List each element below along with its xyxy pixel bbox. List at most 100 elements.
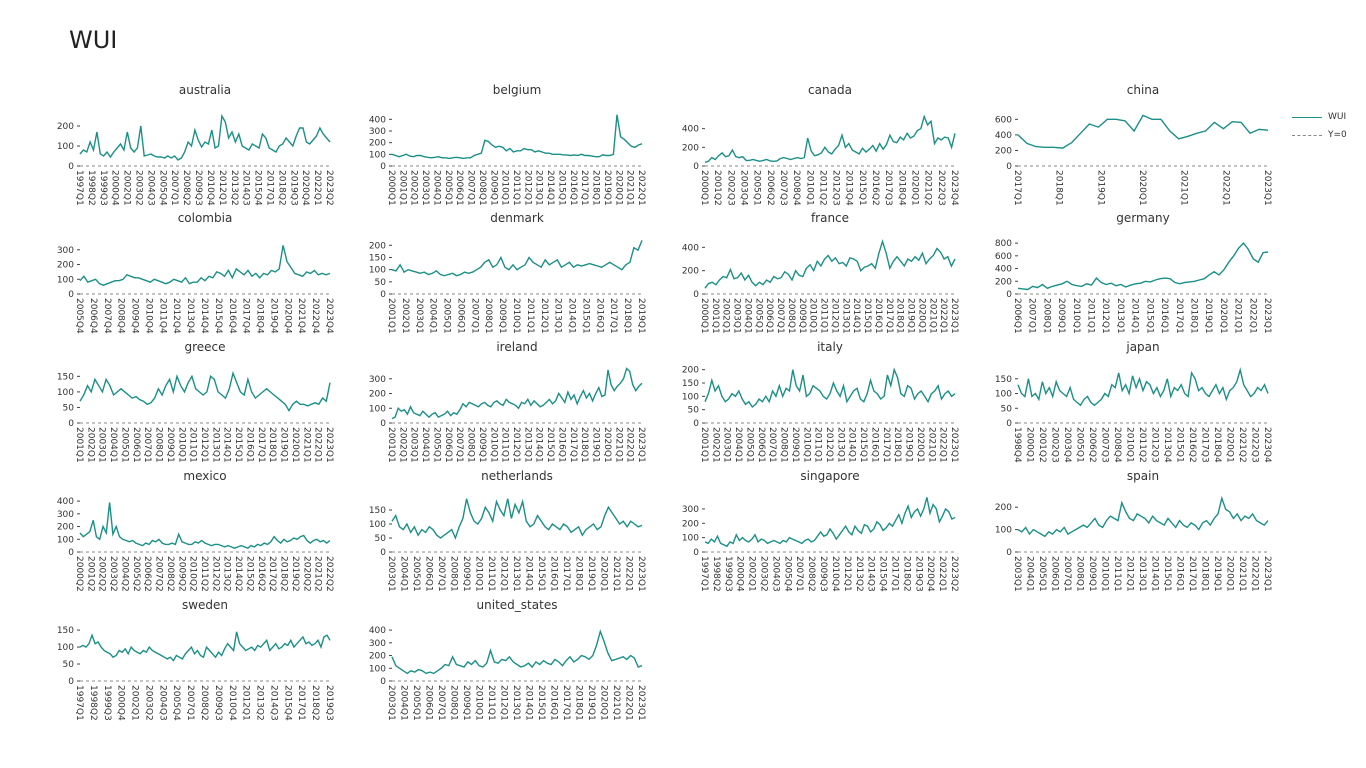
series-line-wui: [1017, 242, 1269, 291]
x-tick-label: 2015Q1: [862, 298, 872, 334]
x-tick-label: 2020Q4: [282, 298, 292, 334]
y-tick-label: 50: [375, 534, 387, 544]
x-tick-label: 2021Q1: [301, 427, 311, 463]
x-tick-label: 2011Q1: [500, 427, 510, 463]
x-tick-label: 2000Q1: [1025, 427, 1035, 463]
x-tick-label: 2017Q3: [1200, 427, 1210, 463]
x-tick-label: 2012Q1: [829, 298, 839, 334]
y-tick-label: 200: [369, 241, 386, 251]
x-tick-label: 2015Q4: [253, 170, 263, 206]
x-tick-label: 2023Q1: [636, 427, 646, 463]
x-tick-label: 2016Q2: [870, 170, 880, 206]
x-tick-label: 2021Q1: [1233, 298, 1243, 334]
x-tick-label: 2014Q1: [545, 170, 555, 206]
x-tick-label: 2017Q1: [1187, 556, 1197, 592]
x-tick-label: 2005Q4: [171, 685, 181, 721]
x-tick-label: 2020Q1: [1218, 298, 1228, 334]
x-tick-label: 2001Q2: [85, 556, 95, 592]
x-tick-label: 2009Q1: [477, 427, 487, 463]
panel-title: italy: [817, 340, 843, 354]
x-tick-label: 2007Q4: [102, 298, 112, 334]
panel-title: china: [1127, 83, 1160, 97]
x-tick-label: 2022Q1: [1220, 170, 1230, 206]
x-tick-label: 2007Q1: [469, 298, 479, 334]
x-tick-label: 2007Q1: [794, 556, 804, 592]
x-tick-label: 2015Q1: [556, 170, 566, 206]
x-tick-label: 2022Q3: [1250, 427, 1260, 463]
y-tick-label: 0: [68, 677, 74, 687]
x-tick-label: 2010Q1: [801, 427, 811, 463]
y-tick-label: 400: [682, 243, 699, 253]
y-tick-label: 200: [682, 366, 699, 376]
x-tick-label: 2014Q1: [1130, 298, 1140, 334]
x-tick-label: 2019Q1: [904, 427, 914, 463]
x-tick-label: 2012Q1: [511, 427, 521, 463]
x-tick-label: 2012Q1: [241, 685, 251, 721]
x-tick-label: 2018Q4: [255, 298, 265, 334]
x-tick-label: 2003Q2: [143, 685, 153, 721]
x-tick-label: 2000Q4: [110, 170, 120, 206]
x-tick-label: 2011Q1: [1112, 556, 1122, 592]
x-tick-label: 2003Q2: [134, 170, 144, 206]
x-tick-label: 2016Q1: [1159, 298, 1169, 334]
x-tick-label: 2006Q1: [454, 170, 464, 206]
x-tick-label: 2009Q4: [130, 298, 140, 334]
panel-title: spain: [1127, 469, 1159, 483]
x-tick-label: 2023Q1: [636, 685, 646, 721]
x-tick-label: 2005Q1: [753, 298, 763, 334]
x-tick-label: 2015Q1: [536, 556, 546, 592]
x-tick-label: 2010Q4: [205, 170, 215, 206]
x-tick-label: 2012Q3: [1150, 427, 1160, 463]
x-tick-label: 2018Q2: [279, 556, 289, 592]
x-tick-label: 2006Q1: [455, 298, 465, 334]
x-tick-label: 2016Q1: [594, 298, 604, 334]
panel-canada: canada 0 200 400 2000Q1 2001Q2 2002Q3 2003Q4 200…: [682, 83, 959, 206]
x-tick-label: 2014Q2: [233, 556, 243, 592]
x-tick-label: 2012Q1: [499, 685, 509, 721]
x-tick-label: 2006Q1: [764, 298, 774, 334]
x-tick-label: 2007Q1: [185, 685, 195, 721]
y-tick-label: 150: [369, 253, 386, 263]
x-tick-label: 2012Q1: [824, 427, 834, 463]
x-tick-label: 2015Q1: [1175, 427, 1185, 463]
x-tick-label: 2008Q1: [786, 298, 796, 334]
x-tick-label: 2012Q1: [522, 170, 532, 206]
series-line-wui: [391, 114, 643, 160]
x-tick-label: 2011Q1: [511, 170, 521, 206]
panel-china: china 0 200 400 600 2017Q1 2018Q1 2019Q1 2020Q1 2…: [995, 83, 1272, 206]
x-tick-label: 2023Q4: [949, 170, 959, 206]
x-tick-label: 2015Q1: [536, 685, 546, 721]
x-tick-label: 2019Q4: [268, 298, 278, 334]
x-tick-label: 2010Q1: [804, 170, 814, 206]
panel-title: australia: [179, 83, 231, 97]
x-tick-label: 2004Q1: [431, 170, 441, 206]
legend-item-zero[interactable]: Y=0: [1292, 126, 1347, 144]
y-tick-label: 400: [57, 497, 74, 507]
y-tick-label: 0: [1006, 419, 1012, 429]
x-tick-label: 2019Q1: [279, 427, 289, 463]
x-tick-label: 2020Q1: [613, 170, 623, 206]
x-tick-label: 2007Q1: [454, 427, 464, 463]
x-tick-label: 2013Q4: [844, 170, 854, 206]
x-tick-label: 2015Q1: [545, 427, 555, 463]
panel-germany: germany 0 200 400 600 800 2006Q1 2007Q1 2008Q1 20…: [995, 211, 1272, 334]
x-tick-label: 2016Q4: [227, 298, 237, 334]
y-tick-label: 600: [995, 115, 1012, 125]
y-tick-label: 300: [369, 127, 386, 137]
legend-item-wui[interactable]: WUI: [1292, 108, 1347, 126]
y-tick-label: 0: [68, 419, 74, 429]
x-tick-label: 2018Q1: [591, 170, 601, 206]
y-tick-label: 150: [57, 372, 74, 382]
legend[interactable]: WUI Y=0: [1292, 108, 1347, 144]
x-tick-label: 2007Q1: [775, 298, 785, 334]
x-tick-label: 2018Q1: [574, 685, 584, 721]
x-tick-label: 2019Q1: [586, 685, 596, 721]
y-tick-label: 300: [57, 246, 74, 256]
x-tick-label: 1998Q2: [86, 170, 96, 206]
x-tick-label: 2021Q1: [611, 685, 621, 721]
x-tick-label: 2007Q2: [154, 556, 164, 592]
x-tick-label: 2007Q1: [436, 685, 446, 721]
